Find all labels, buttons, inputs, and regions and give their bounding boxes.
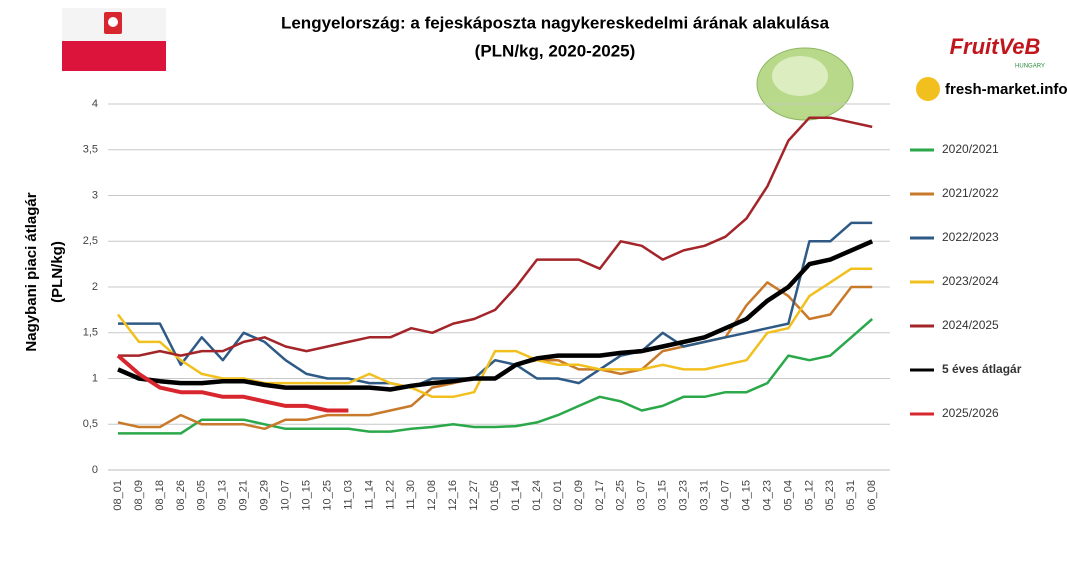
x-tick-label: 01_05 [489, 480, 501, 511]
legend-label: 2021/2022 [942, 186, 999, 200]
chart-subtitle: (PLN/kg, 2020-2025) [475, 41, 636, 60]
logo-freshmarket: fresh-market.info [945, 81, 1067, 98]
x-tick-label: 08_18 [154, 480, 166, 511]
x-tick-label: 05_31 [845, 480, 857, 511]
y-tick-label: 1 [92, 372, 98, 384]
y-tick-label: 1,5 [83, 327, 98, 339]
legend-label: 2020/2021 [942, 142, 999, 156]
series-line [118, 221, 873, 389]
x-tick-label: 09_13 [217, 480, 229, 511]
x-tick-label: 12_08 [426, 480, 438, 511]
x-tick-label: 09_05 [196, 480, 208, 511]
x-tick-label: 08_09 [133, 480, 145, 511]
x-tick-label: 03_31 [699, 480, 711, 511]
x-tick-label: 01_14 [510, 480, 522, 511]
x-tick-label: 04_07 [719, 480, 731, 511]
logo-icon [916, 77, 940, 101]
cabbage-highlight [772, 56, 828, 96]
y-axis-label: (PLN/kg) [49, 241, 66, 303]
y-tick-label: 3,5 [83, 144, 98, 156]
y-tick-label: 4 [92, 98, 98, 110]
x-tick-label: 02_01 [552, 480, 564, 511]
series-line [117, 281, 873, 431]
x-tick-label: 09_29 [259, 480, 271, 511]
y-tick-label: 2 [92, 281, 98, 293]
x-tick-label: 11_03 [342, 480, 354, 510]
series-line [116, 354, 349, 413]
x-tick-label: 11_22 [384, 480, 396, 510]
x-tick-label: 08_26 [175, 480, 187, 511]
x-tick-label: 11_14 [363, 480, 375, 510]
y-tick-label: 3 [92, 189, 98, 201]
x-tick-label: 06_08 [866, 480, 878, 511]
series-line [118, 116, 873, 357]
x-tick-label: 03_15 [657, 480, 669, 511]
y-axis-label: Nagybani piaci átlagár [23, 192, 40, 351]
x-tick-label: 02_25 [615, 480, 627, 511]
logo-fruitveb: FruitVeB [950, 34, 1041, 59]
chart-title: Lengyelország: a fejeskáposzta nagykeres… [281, 13, 830, 32]
x-tick-label: 11_30 [405, 480, 417, 510]
x-tick-label: 10_25 [321, 480, 333, 511]
legend-label: 2022/2023 [942, 230, 999, 244]
x-tick-label: 12_16 [447, 480, 459, 511]
x-tick-label: 02_09 [573, 480, 585, 511]
x-tick-label: 05_23 [824, 480, 836, 511]
y-tick-label: 0 [92, 464, 98, 476]
y-tick-label: 0,5 [83, 418, 98, 430]
flag [62, 8, 166, 71]
x-tick-label: 09_21 [238, 480, 250, 511]
x-tick-label: 05_12 [803, 480, 815, 511]
legend-label: 2024/2025 [942, 318, 999, 332]
y-tick-label: 2,5 [83, 235, 98, 247]
series-line [117, 239, 874, 392]
x-tick-label: 02_17 [594, 480, 606, 511]
legend-label: 2023/2024 [942, 274, 999, 288]
x-tick-label: 03_23 [678, 480, 690, 511]
x-tick-label: 10_15 [300, 480, 312, 511]
x-tick-label: 08_01 [112, 480, 124, 511]
series-line [118, 318, 874, 435]
legend-label: 5 éves átlagár [942, 362, 1022, 376]
x-tick-label: 03_07 [636, 480, 648, 511]
x-tick-label: 10_07 [280, 480, 292, 511]
x-tick-label: 01_24 [531, 480, 543, 511]
legend-label: 2025/2026 [942, 406, 999, 420]
x-tick-label: 04_23 [761, 480, 773, 511]
logo-hungary: HUNGARY [1015, 64, 1045, 70]
x-tick-label: 04_15 [740, 480, 752, 511]
series-line [117, 267, 873, 399]
x-tick-label: 05_04 [782, 480, 794, 511]
x-tick-label: 12_27 [468, 480, 480, 511]
